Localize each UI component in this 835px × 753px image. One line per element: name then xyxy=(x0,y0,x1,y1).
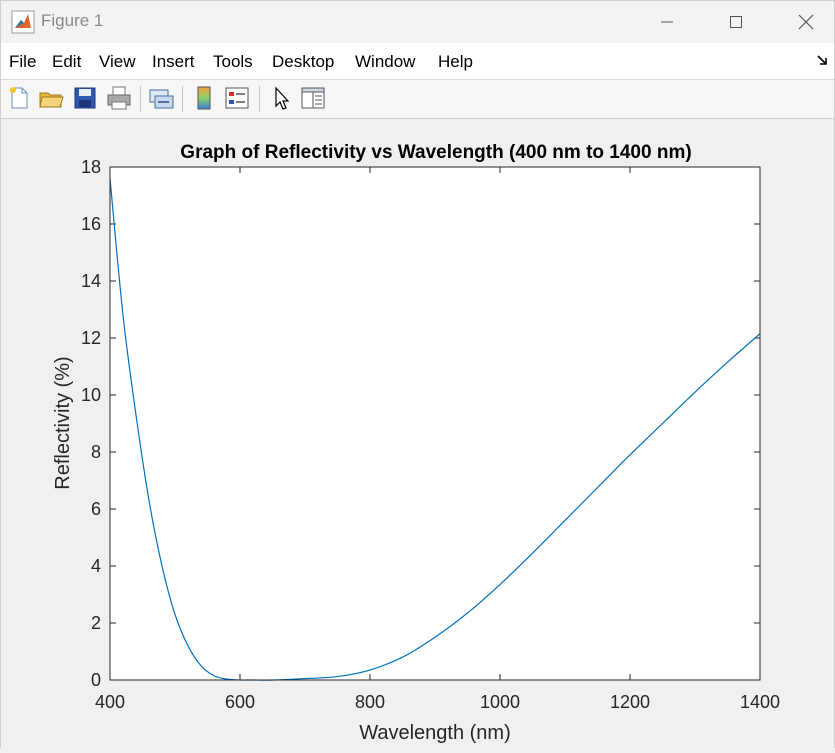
matlab-logo-icon xyxy=(11,10,35,34)
y-tick-label: 4 xyxy=(91,556,101,576)
toolbar-separator xyxy=(182,86,183,112)
y-tick-label: 10 xyxy=(81,385,101,405)
menu-edit[interactable]: Edit xyxy=(52,52,82,71)
y-tick-label: 8 xyxy=(91,442,101,462)
menu-desktop[interactable]: Desktop xyxy=(272,52,335,71)
y-tick-label: 2 xyxy=(91,613,101,633)
figure-canvas: 400 600 800 1000 1200 1400 0 2 4 6 8 10 12 14 16 18 Gra… xyxy=(1,119,834,748)
axes-box xyxy=(109,166,761,681)
print-icon[interactable] xyxy=(105,84,133,112)
x-tick-label: 800 xyxy=(355,692,385,712)
y-tick-label: 6 xyxy=(91,499,101,519)
menu-bar: File Edit View Insert Tools Desktop Wind… xyxy=(1,43,834,80)
maximize-button[interactable] xyxy=(701,1,771,43)
chart-title: Graph of Reflectivity vs Wavelength (400… xyxy=(180,142,691,163)
insert-colorbar-icon[interactable] xyxy=(190,84,218,112)
minimize-button[interactable] xyxy=(632,1,702,43)
toolbar-separator xyxy=(140,86,141,112)
insert-legend-icon[interactable] xyxy=(223,84,251,112)
plot-figure: 400 600 800 1000 1200 1400 0 2 4 6 8 10 12 14 16 18 Gra… xyxy=(52,142,780,744)
toolbar-separator xyxy=(259,86,260,112)
menu-file[interactable]: File xyxy=(9,52,37,71)
x-tick-label: 400 xyxy=(95,692,125,712)
window-title: Figure 1 xyxy=(41,11,104,30)
toolbar xyxy=(1,80,834,119)
tick-labels: 400 600 800 1000 1200 1400 0 2 4 6 8 10 12 14 16 18 xyxy=(81,157,780,712)
menu-tools[interactable]: Tools xyxy=(213,52,253,71)
minimize-icon xyxy=(661,21,673,23)
x-tick-label: 600 xyxy=(225,692,255,712)
y-tick-label: 14 xyxy=(81,271,101,291)
x-tick-label: 1000 xyxy=(480,692,520,712)
y-tick-label: 0 xyxy=(91,670,101,690)
y-tick-label: 18 xyxy=(81,157,101,177)
x-tick-label: 1200 xyxy=(610,692,650,712)
axes-background[interactable] xyxy=(110,167,760,680)
edit-plot-icon[interactable] xyxy=(267,84,295,112)
x-axis-label: Wavelength (nm) xyxy=(359,722,511,744)
menu-view[interactable]: View xyxy=(99,52,136,71)
close-button[interactable] xyxy=(771,1,835,43)
menu-help[interactable]: Help xyxy=(438,52,473,71)
title-bar: Figure 1 xyxy=(1,1,834,43)
link-plot-icon[interactable] xyxy=(147,84,175,112)
y-tick-label: 16 xyxy=(81,214,101,234)
open-file-icon[interactable] xyxy=(37,84,65,112)
reflectivity-line xyxy=(109,178,761,681)
y-tick-label: 12 xyxy=(81,328,101,348)
new-figure-icon[interactable] xyxy=(5,84,33,112)
close-icon xyxy=(798,14,814,30)
maximize-icon xyxy=(730,16,742,28)
save-icon[interactable] xyxy=(71,84,99,112)
y-axis-label: Reflectivity (%) xyxy=(52,356,74,489)
menu-window[interactable]: Window xyxy=(355,52,416,71)
x-tick-label: 1400 xyxy=(740,692,780,712)
property-inspector-icon[interactable] xyxy=(299,84,327,112)
dock-arrow-icon[interactable] xyxy=(816,53,830,67)
menu-insert[interactable]: Insert xyxy=(152,52,195,71)
